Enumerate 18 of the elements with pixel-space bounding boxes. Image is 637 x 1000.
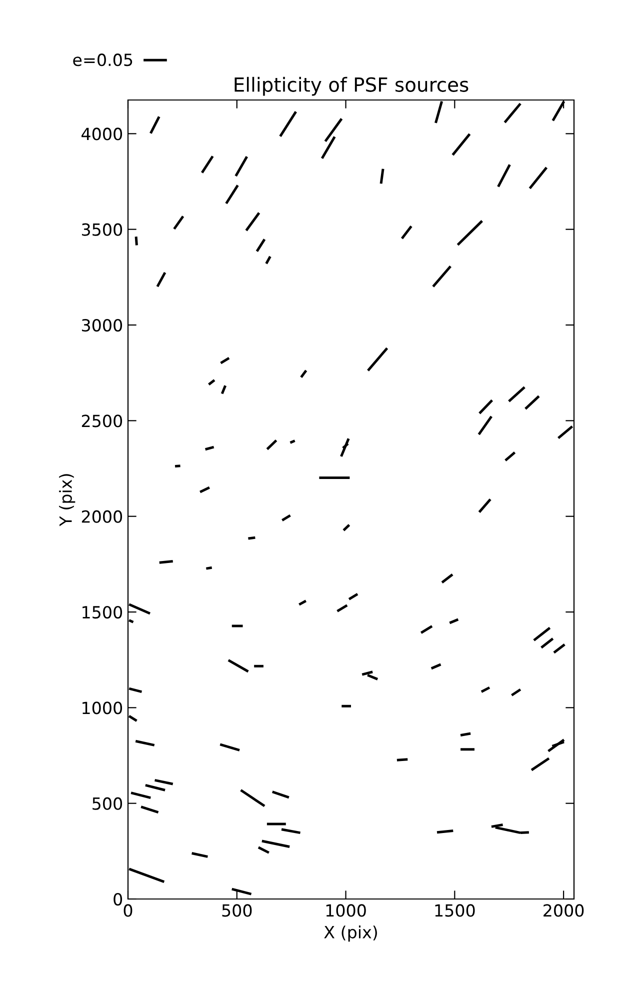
x-tick-label: 1000 — [326, 904, 366, 917]
y-tick-label: 1000 — [82, 702, 122, 714]
y-tick-label: 2000 — [82, 510, 122, 523]
y-axis-title: Y (pix) — [59, 474, 76, 526]
y-tick-label: 1500 — [82, 606, 122, 619]
x-axis-title: X (pix) — [324, 926, 377, 942]
x-tick-label: 1500 — [435, 904, 475, 917]
x-tick-label: 2000 — [544, 904, 584, 917]
y-tick-label: 2500 — [82, 414, 122, 428]
y-tick-label: 500 — [92, 797, 122, 810]
y-tick-label: 0 — [114, 892, 122, 906]
y-tick-label: 3500 — [82, 223, 122, 236]
y-tick-label: 3000 — [82, 318, 122, 332]
x-tick-label: 500 — [222, 904, 252, 917]
x-tick-label: 0 — [124, 904, 132, 917]
chart-title: Ellipticity of PSF sources — [234, 76, 468, 96]
legend-label: e=0.05 — [73, 54, 132, 66]
y-tick-label: 4000 — [82, 128, 122, 140]
